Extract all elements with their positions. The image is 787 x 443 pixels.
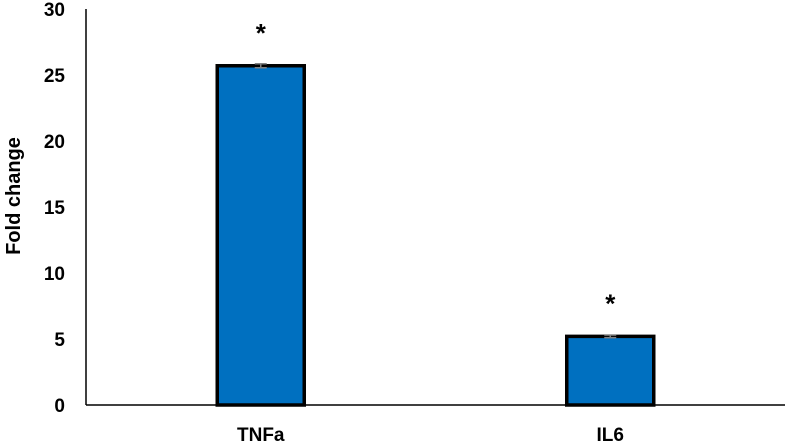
y-tick-label: 10: [44, 264, 65, 285]
y-axis-ticks: 0 5 10 15 20 25 30: [44, 0, 66, 417]
significance-markers: **: [256, 18, 617, 319]
significance-asterisk: *: [256, 18, 267, 48]
y-tick-label: 25: [44, 66, 66, 87]
y-tick-label: 30: [44, 0, 65, 21]
x-category-label: IL6: [597, 425, 624, 443]
bar-tnfa: [215, 64, 306, 407]
error-bar-il6: [604, 334, 617, 339]
error-bars: [254, 63, 617, 339]
significance-asterisk: *: [605, 288, 616, 318]
y-tick-label: 20: [44, 132, 65, 153]
y-tick-label: 15: [44, 198, 66, 219]
y-axis-title: Fold change: [3, 137, 25, 255]
y-tick-label: 5: [54, 330, 65, 351]
bar-il6: [565, 334, 656, 407]
bars: [215, 64, 656, 407]
error-bar-tnfa: [254, 63, 267, 69]
x-axis-labels: TNFa IL6: [237, 425, 624, 443]
x-category-label: TNFa: [237, 425, 285, 443]
y-tick-label: 0: [54, 396, 65, 417]
